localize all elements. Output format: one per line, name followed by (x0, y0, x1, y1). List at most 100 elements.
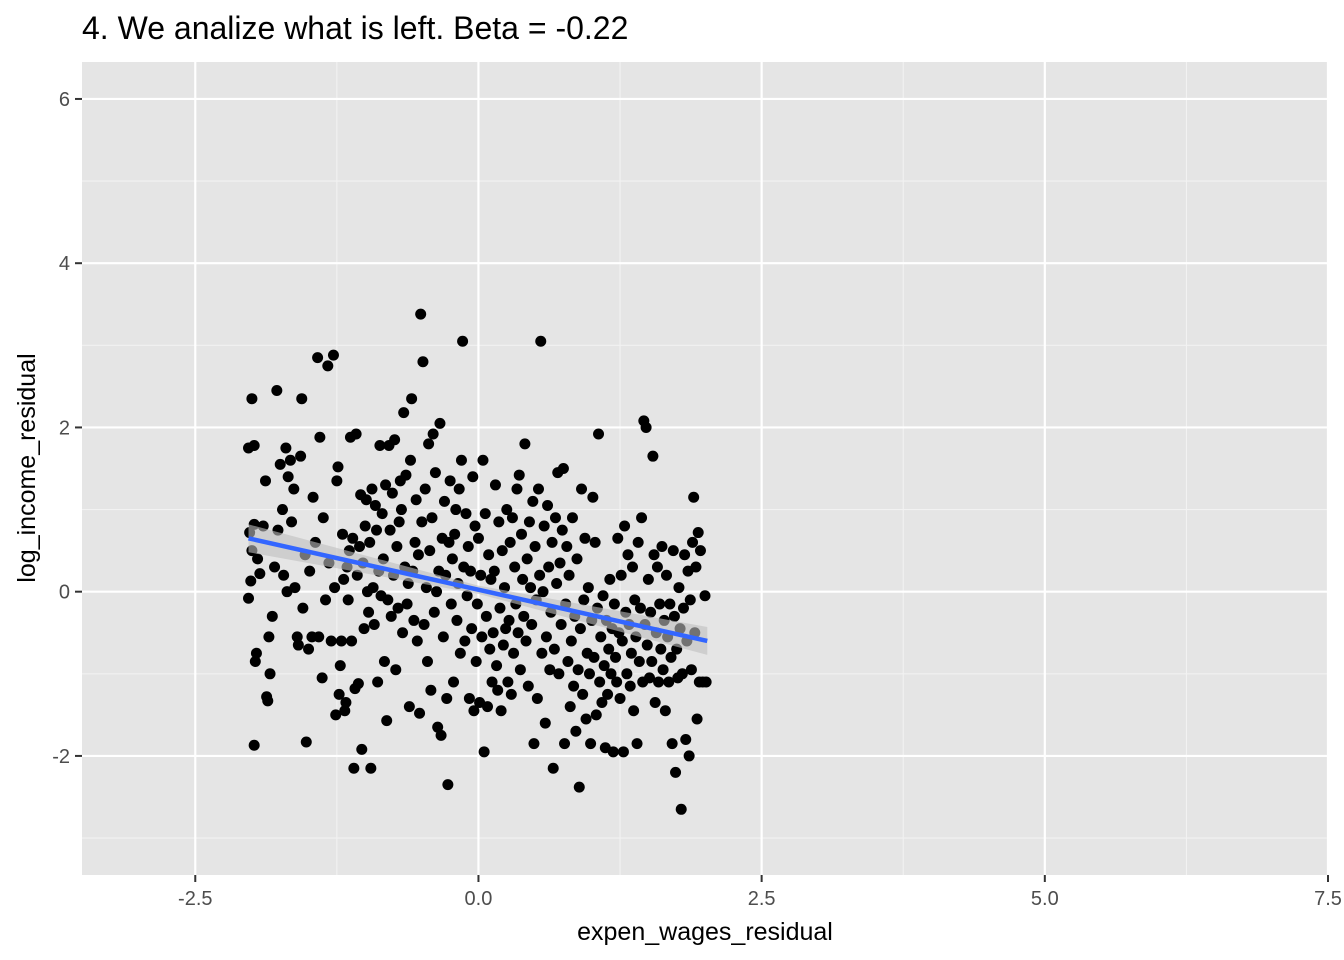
data-point (495, 705, 507, 717)
data-point (246, 393, 258, 405)
data-point (263, 631, 275, 643)
data-point (493, 516, 505, 528)
data-point (423, 438, 435, 450)
data-point (562, 655, 574, 667)
data-point (617, 746, 629, 758)
data-point (400, 469, 412, 481)
data-point (249, 655, 261, 667)
data-point (288, 483, 300, 495)
data-point (340, 697, 352, 709)
data-point (342, 594, 354, 606)
data-point (645, 606, 657, 618)
data-point (478, 746, 490, 758)
data-point (339, 705, 351, 717)
data-point (570, 725, 582, 737)
data-point (465, 565, 477, 577)
data-point (300, 736, 312, 748)
data-point (627, 561, 639, 573)
data-point (576, 483, 588, 495)
data-point (561, 541, 573, 553)
data-point (602, 688, 614, 700)
data-point (248, 440, 260, 452)
data-point (572, 664, 584, 676)
data-point (448, 676, 460, 688)
data-point (350, 428, 362, 440)
data-point (529, 541, 541, 553)
data-point (365, 762, 377, 774)
data-point (556, 524, 568, 536)
data-point (503, 614, 515, 626)
data-point (544, 664, 556, 676)
data-point (492, 684, 504, 696)
data-point (337, 528, 349, 540)
data-point (643, 672, 655, 684)
data-point (317, 512, 329, 524)
data-point (677, 602, 689, 614)
data-point (588, 651, 600, 663)
data-point (374, 440, 386, 452)
data-point (525, 582, 537, 594)
data-point (335, 635, 347, 647)
data-point (663, 676, 675, 688)
data-point (515, 528, 527, 540)
data-point (598, 660, 610, 672)
data-point (680, 734, 692, 745)
data-point (297, 602, 309, 614)
data-point (467, 471, 479, 483)
data-point (497, 639, 509, 651)
data-point (460, 508, 472, 520)
data-point (518, 610, 530, 622)
data-point (329, 582, 341, 594)
data-point (506, 512, 518, 524)
data-point (444, 475, 456, 487)
data-point (437, 631, 449, 643)
data-point (615, 569, 627, 581)
x-tick-label: 2.5 (748, 888, 776, 910)
data-point (284, 454, 296, 466)
data-point (314, 431, 326, 443)
data-point (307, 491, 319, 503)
data-point (435, 729, 447, 741)
data-point (551, 577, 563, 589)
data-point (401, 598, 413, 610)
x-tick-label: 0.0 (465, 888, 493, 910)
data-point (536, 647, 548, 659)
data-point (657, 664, 669, 676)
data-point (699, 590, 711, 602)
regression-fit (248, 524, 708, 655)
data-point (316, 672, 328, 684)
data-point (266, 610, 278, 622)
y-tick-label: -2 (52, 746, 70, 768)
data-point (472, 532, 484, 544)
data-point (450, 504, 462, 516)
data-point (480, 610, 492, 622)
data-point (406, 393, 418, 405)
data-point (417, 356, 429, 368)
data-point (468, 705, 480, 717)
data-point (414, 707, 426, 719)
data-point (320, 594, 332, 606)
data-point (659, 705, 671, 717)
data-point (359, 520, 371, 532)
data-point (631, 738, 643, 750)
data-point (327, 349, 339, 361)
data-point (688, 491, 700, 503)
data-point (563, 569, 575, 581)
data-point (583, 668, 595, 680)
data-point (505, 688, 517, 700)
data-point (282, 471, 294, 483)
data-point (523, 516, 535, 528)
data-point (596, 697, 608, 709)
data-point (590, 709, 602, 721)
data-point (364, 536, 376, 548)
data-point (378, 655, 390, 667)
data-point (330, 709, 342, 721)
minor-gridlines (82, 62, 1328, 875)
data-point (546, 536, 558, 548)
data-point (471, 598, 483, 610)
data-point (580, 713, 592, 725)
x-axis-ticks: -2.5 0.0 2.5 5.0 7.5 (178, 875, 1342, 910)
data-point (684, 594, 696, 606)
data-point (538, 520, 550, 532)
data-point (640, 421, 652, 433)
